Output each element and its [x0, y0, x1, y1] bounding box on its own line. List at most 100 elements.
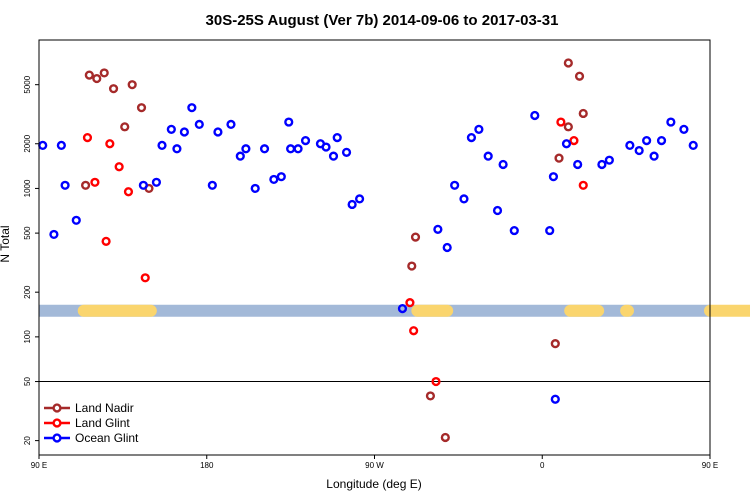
ocean-glint-point-60 — [688, 140, 698, 150]
ocean-glint-point-7 — [151, 177, 162, 187]
y-tick-label-1: 20 — [23, 436, 32, 445]
ocean-glint-point-53 — [625, 140, 635, 150]
y-tick-label-5: 500 — [23, 226, 32, 240]
land-nadir-point-16 — [563, 58, 573, 68]
ocean-glint-point-52 — [604, 155, 614, 165]
x-tick-label-3: 90 W — [365, 461, 384, 470]
land-nadir-point-13 — [440, 432, 450, 443]
ocean-glint-point-56 — [649, 151, 659, 161]
land-glint-point-13 — [578, 180, 588, 190]
ocean-glint-point-44 — [509, 225, 519, 236]
ocean-glint-point-29 — [328, 151, 339, 161]
ocean-glint-point-25 — [293, 144, 303, 154]
axis-ticks: 90 E 180 90 W 0 90 E 20 50 100 200 500 1000 2000 500… — [23, 75, 718, 470]
ocean-glint-point-20 — [259, 144, 270, 154]
ocean-glint-point-23 — [284, 117, 294, 127]
ocean-glint-point-24 — [286, 144, 296, 154]
ocean-glint-point-33 — [354, 194, 365, 204]
ocean-glint-point-30 — [332, 133, 342, 143]
ocean-glint-point-41 — [483, 151, 493, 161]
land-nadir-point-8 — [136, 103, 147, 113]
ocean-glint-point-59 — [679, 124, 689, 134]
land-nadir-point-19 — [578, 108, 588, 119]
legend-marker-ocean-glint — [52, 433, 62, 443]
land-nadir-point-7 — [127, 80, 137, 90]
y-tick-label-2: 50 — [23, 377, 32, 386]
ocean-glint-point-11 — [179, 127, 189, 137]
ocean-glint-point-9 — [166, 124, 176, 134]
ocean-glint-point-10 — [172, 144, 182, 154]
land-nadir-point-3 — [92, 73, 102, 84]
legend-marker-land-glint — [52, 418, 62, 428]
ocean-glint-point-17 — [235, 151, 245, 161]
ocean-glint-point-38 — [459, 194, 469, 204]
land-glint-point-3 — [101, 236, 111, 246]
ocean-glint-point-48 — [550, 394, 560, 404]
land-nadir-point-17 — [563, 122, 573, 132]
plot-frame — [38, 39, 711, 456]
ocean-glint-point-37 — [450, 180, 460, 190]
ocean-glint-point-5 — [71, 215, 81, 225]
y-tick-label-8: 5000 — [23, 75, 32, 93]
ocean-glint-point-8 — [157, 140, 167, 150]
y-tick-label-4: 200 — [23, 285, 32, 299]
ocean-glint-point-32 — [347, 199, 357, 210]
ocean-glint-point-58 — [666, 117, 676, 127]
ocean-glint-point-36 — [442, 242, 452, 253]
ocean-glint-point-55 — [642, 136, 652, 146]
ocean-glint-point-6 — [138, 180, 148, 190]
legend-label-land-nadir: Land Nadir — [75, 401, 134, 415]
land-glint-point-2 — [90, 177, 100, 187]
ocean-glint-point-13 — [194, 119, 204, 130]
ocean-glint-point-4 — [60, 180, 70, 190]
y-axis-label: N Total — [0, 225, 12, 262]
legend-marker-land-nadir — [52, 403, 62, 413]
ocean-glint-point-42 — [492, 205, 503, 216]
y-tick-label-3: 100 — [23, 330, 32, 344]
ocean-glint-point-21 — [269, 174, 279, 185]
ocean-glint-point-15 — [213, 127, 223, 137]
land-nadir-point-6 — [120, 122, 130, 132]
chart-title: 30S-25S August (Ver 7b) 2014-09-06 to 20… — [206, 12, 559, 29]
x-axis-label: Longitude (deg E) — [326, 477, 421, 491]
ocean-glint-point-1 — [38, 140, 48, 150]
land-glint-point-9 — [409, 326, 419, 336]
land-glint-point-11 — [556, 117, 566, 127]
land-nadir-point-15 — [554, 153, 564, 163]
ocean-glint-point-18 — [241, 144, 251, 154]
x-tick-label-5: 90 E — [702, 461, 718, 470]
ocean-glint-point-45 — [530, 110, 540, 121]
x-tick-label-4: 0 — [540, 461, 545, 470]
legend-label-ocean-glint: Ocean Glint — [75, 431, 139, 445]
ocean-glint-point-31 — [341, 147, 352, 157]
ocean-glint-point-51 — [597, 159, 607, 170]
ocean-glint-point-43 — [498, 159, 508, 170]
x-tick-label-1: 90 E — [31, 461, 47, 470]
ocean-glint-point-28 — [321, 142, 331, 152]
ocean-glint-point-19 — [250, 183, 260, 194]
land-nadir-point-11 — [410, 232, 421, 242]
ocean-glint-point-3 — [56, 140, 66, 150]
ocean-glint-point-34 — [397, 304, 408, 314]
land-nadir-point-1 — [80, 180, 91, 190]
y-tick-label-6: 1000 — [23, 179, 32, 197]
ocean-glint-point-2 — [49, 229, 59, 240]
ocean-glint-point-39 — [466, 133, 477, 143]
land-nadir-point-18 — [574, 71, 585, 81]
land-glint-point-4 — [105, 139, 115, 149]
ocean-glint-point-35 — [433, 224, 443, 234]
ocean-glint-point-54 — [634, 145, 644, 156]
land-glint-point-12 — [569, 136, 579, 146]
ocean-glint-point-47 — [548, 172, 559, 182]
ocean-glint-point-12 — [187, 103, 197, 113]
ocean-glint-point-26 — [300, 136, 311, 146]
land-glint-point-8 — [405, 298, 415, 308]
ocean-glint-point-57 — [656, 136, 667, 146]
land-glint-point-7 — [140, 273, 150, 283]
y-tick-label-7: 2000 — [23, 134, 32, 152]
land-glint-point-6 — [123, 187, 134, 197]
land-nadir-point-5 — [108, 84, 119, 94]
ocean-glint-point-22 — [276, 172, 286, 182]
ocean-glint-point-40 — [474, 124, 484, 134]
